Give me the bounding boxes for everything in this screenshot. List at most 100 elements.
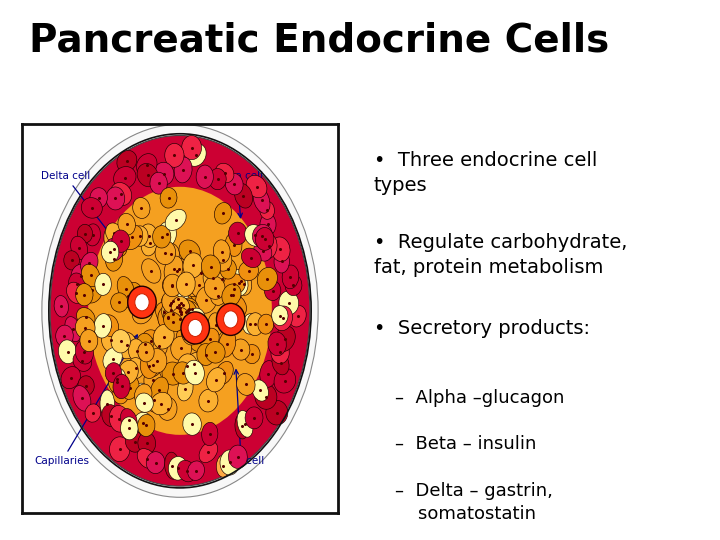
Ellipse shape <box>76 284 93 306</box>
Ellipse shape <box>81 264 100 287</box>
Ellipse shape <box>54 295 68 317</box>
Ellipse shape <box>111 293 128 312</box>
Ellipse shape <box>118 360 138 384</box>
Text: •  Three endocrine cell
types: • Three endocrine cell types <box>374 151 597 195</box>
Ellipse shape <box>171 291 191 315</box>
Ellipse shape <box>78 376 94 395</box>
Ellipse shape <box>173 362 192 384</box>
Ellipse shape <box>111 330 130 353</box>
Ellipse shape <box>109 372 126 393</box>
Ellipse shape <box>66 282 85 303</box>
Ellipse shape <box>138 449 157 469</box>
Ellipse shape <box>135 383 152 407</box>
Ellipse shape <box>162 243 179 265</box>
Ellipse shape <box>264 280 281 301</box>
Ellipse shape <box>171 294 188 315</box>
Ellipse shape <box>128 339 145 363</box>
Ellipse shape <box>158 221 176 247</box>
Ellipse shape <box>171 299 186 319</box>
Ellipse shape <box>243 314 258 334</box>
Ellipse shape <box>150 377 168 402</box>
Ellipse shape <box>138 415 155 436</box>
Ellipse shape <box>246 313 264 336</box>
Ellipse shape <box>163 276 181 296</box>
Ellipse shape <box>138 342 154 362</box>
Ellipse shape <box>256 227 274 251</box>
Ellipse shape <box>109 437 130 462</box>
Ellipse shape <box>200 328 219 349</box>
Ellipse shape <box>181 302 199 324</box>
Text: –  Delta – gastrin,
    somatostatin: – Delta – gastrin, somatostatin <box>395 482 552 523</box>
Ellipse shape <box>164 256 183 282</box>
Ellipse shape <box>202 255 220 279</box>
Ellipse shape <box>71 236 88 259</box>
Ellipse shape <box>132 226 148 246</box>
Ellipse shape <box>153 324 174 349</box>
Ellipse shape <box>228 445 248 468</box>
Ellipse shape <box>215 202 232 224</box>
Ellipse shape <box>176 312 194 337</box>
Text: Alpha cell: Alpha cell <box>212 171 263 218</box>
Ellipse shape <box>253 242 272 261</box>
Ellipse shape <box>76 316 95 339</box>
Ellipse shape <box>244 345 260 363</box>
Ellipse shape <box>186 308 205 331</box>
Ellipse shape <box>245 407 263 429</box>
Ellipse shape <box>82 278 103 303</box>
Ellipse shape <box>213 248 232 271</box>
Ellipse shape <box>215 163 234 183</box>
Ellipse shape <box>112 382 129 404</box>
Ellipse shape <box>156 302 171 322</box>
Ellipse shape <box>246 176 267 198</box>
Ellipse shape <box>215 361 233 384</box>
Ellipse shape <box>105 363 122 383</box>
Ellipse shape <box>146 451 165 474</box>
Ellipse shape <box>220 312 236 333</box>
Ellipse shape <box>162 292 181 314</box>
Ellipse shape <box>176 272 195 296</box>
Ellipse shape <box>241 248 261 268</box>
Ellipse shape <box>61 367 81 389</box>
Ellipse shape <box>110 183 132 206</box>
Ellipse shape <box>279 291 299 315</box>
Ellipse shape <box>260 361 277 387</box>
Ellipse shape <box>261 234 277 259</box>
Ellipse shape <box>163 274 182 297</box>
Ellipse shape <box>153 226 171 248</box>
Ellipse shape <box>223 274 246 294</box>
Ellipse shape <box>268 332 287 356</box>
Ellipse shape <box>100 390 114 417</box>
Ellipse shape <box>199 442 217 463</box>
Ellipse shape <box>144 369 161 390</box>
Ellipse shape <box>174 157 192 183</box>
Ellipse shape <box>147 348 167 373</box>
Ellipse shape <box>274 368 296 393</box>
Ellipse shape <box>168 288 188 309</box>
Ellipse shape <box>165 210 186 231</box>
Ellipse shape <box>274 250 289 273</box>
Ellipse shape <box>102 241 119 263</box>
Ellipse shape <box>213 240 230 263</box>
Ellipse shape <box>141 330 161 353</box>
Ellipse shape <box>275 326 295 352</box>
Ellipse shape <box>125 282 143 308</box>
Ellipse shape <box>171 336 192 361</box>
Ellipse shape <box>253 225 272 247</box>
Ellipse shape <box>188 319 202 336</box>
Ellipse shape <box>138 432 156 454</box>
Ellipse shape <box>229 269 248 296</box>
Ellipse shape <box>181 322 200 345</box>
Ellipse shape <box>68 273 86 295</box>
Ellipse shape <box>183 413 202 435</box>
Ellipse shape <box>196 286 217 313</box>
Ellipse shape <box>282 265 299 289</box>
Ellipse shape <box>217 303 245 335</box>
Ellipse shape <box>255 384 277 409</box>
Ellipse shape <box>203 266 223 290</box>
Ellipse shape <box>120 417 138 440</box>
Ellipse shape <box>85 404 101 422</box>
Ellipse shape <box>196 165 213 188</box>
Ellipse shape <box>237 410 253 437</box>
Ellipse shape <box>252 380 269 401</box>
Ellipse shape <box>181 296 203 321</box>
